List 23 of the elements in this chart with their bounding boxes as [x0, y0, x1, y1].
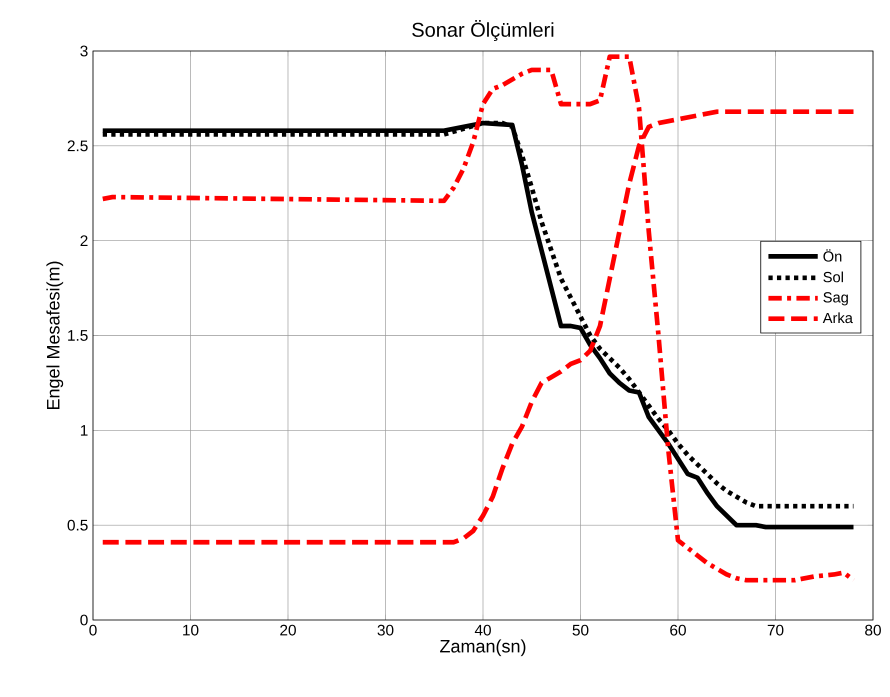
x-tick-label: 40	[474, 624, 491, 636]
y-tick-label: 1.5	[68, 330, 88, 341]
x-tick-label: 10	[183, 624, 198, 636]
y-tick-label: 3	[80, 46, 88, 56]
y-tick-label: 1	[80, 425, 88, 436]
y-axis-title: Engel Mesafesi(m)	[46, 262, 64, 410]
x-tick-label: 70	[768, 624, 784, 636]
y-tick-label: 0.5	[68, 520, 88, 531]
x-tick-label: 80	[865, 624, 881, 636]
x-tick-label: 30	[378, 624, 394, 636]
chart-title: Sonar Ölçümleri	[412, 20, 554, 41]
legend-label: Sol	[823, 272, 843, 282]
y-tick-label: 0	[80, 614, 88, 626]
x-axis-title: Zaman(sn)	[440, 639, 526, 656]
legend-label: Ön	[823, 249, 842, 262]
x-tick-label: 60	[670, 624, 686, 636]
y-tick-label: 2	[80, 235, 88, 246]
legend-label: Arka	[822, 312, 853, 324]
y-tick-label: 2.5	[68, 140, 88, 152]
x-tick-label: 50	[572, 624, 588, 636]
x-tick-label: 20	[280, 624, 296, 636]
legend-label: Sag	[823, 292, 848, 306]
x-tick-label: 0	[89, 624, 97, 636]
